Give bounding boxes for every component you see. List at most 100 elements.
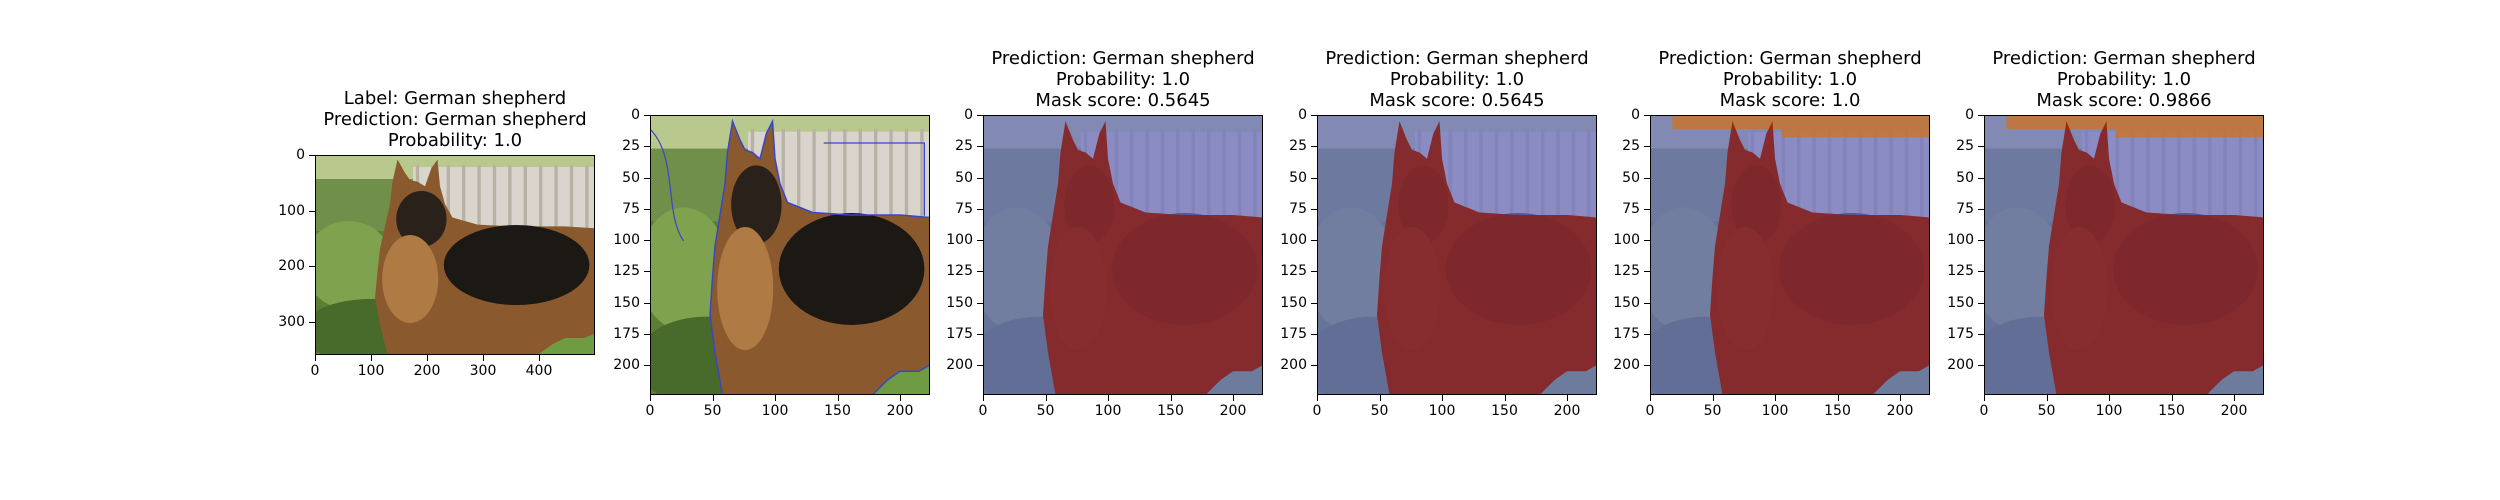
y-tick-label: 125 — [1613, 263, 1640, 280]
x-tick-label: 0 — [645, 403, 655, 419]
x-tick-label: 100 — [2095, 403, 2123, 419]
x-tick-label: 100 — [1094, 403, 1122, 419]
y-tick-label: 75 — [955, 200, 973, 217]
title-line: Probability: 1.0 — [1055, 69, 1191, 90]
title-line: Probability: 1.0 — [387, 130, 523, 151]
y-tick-label: 300 — [278, 313, 305, 330]
x-tick-mark — [983, 395, 984, 401]
mask-top-region — [2006, 115, 2264, 138]
y-tick-label: 150 — [946, 294, 973, 311]
x-tick-label: 150 — [1491, 403, 1518, 419]
y-tick-label: 200 — [1280, 357, 1307, 373]
y-tick-mark — [309, 210, 315, 212]
y-tick-mark — [1978, 302, 1984, 304]
y-tick-mark — [1978, 115, 1984, 116]
y-tick-label: 50 — [955, 169, 973, 186]
y-tick-mark — [1644, 208, 1650, 210]
y-tick-mark — [1311, 333, 1317, 335]
x-tick-mark — [1379, 395, 1381, 401]
y-tick-label: 25 — [955, 138, 973, 155]
mask-dog-region — [1377, 121, 1597, 395]
y-tick-label: 125 — [946, 263, 973, 280]
y-tick-mark — [1644, 333, 1650, 335]
x-tick-mark — [1712, 395, 1714, 401]
x-tick-label: 200 — [1219, 403, 1247, 419]
title-line: Prediction: German shepherd — [1325, 48, 1589, 69]
y-tick-label: 100 — [1947, 232, 1974, 248]
y-tick-mark — [977, 115, 983, 116]
y-tick-label: 175 — [1947, 325, 1974, 342]
title-line: Prediction: German shepherd — [1658, 48, 1922, 69]
y-tick-label: 50 — [1956, 169, 1974, 186]
y-tick-label: 175 — [946, 325, 973, 342]
y-tick-mark — [977, 271, 983, 273]
panel-image — [983, 115, 1263, 395]
panel-image — [1317, 115, 1597, 395]
title-line: Probability: 1.0 — [2056, 69, 2192, 90]
x-tick-mark — [427, 355, 428, 361]
y-tick-mark — [1644, 146, 1650, 148]
x-tick-label: 150 — [1824, 403, 1851, 419]
y-tick-mark — [644, 302, 650, 304]
y-tick-label: 75 — [1956, 200, 1974, 217]
y-tick-mark — [977, 240, 983, 241]
y-tick-label: 75 — [1622, 200, 1640, 217]
y-tick-label: 50 — [1289, 169, 1307, 186]
y-tick-label: 75 — [1289, 200, 1307, 217]
mask-dog-region — [1710, 121, 1930, 395]
y-tick-mark — [1978, 177, 1984, 179]
x-tick-mark — [900, 395, 901, 401]
y-tick-mark — [644, 365, 650, 366]
x-tick-label: 50 — [1370, 403, 1389, 419]
y-tick-label: 25 — [1956, 138, 1974, 155]
y-tick-mark — [1311, 115, 1317, 116]
x-tick-mark — [1837, 395, 1839, 401]
y-tick-label: 0 — [1631, 107, 1640, 123]
x-tick-mark — [2171, 395, 2173, 401]
y-tick-mark — [644, 115, 650, 116]
y-tick-mark — [1311, 302, 1317, 304]
x-tick-mark — [775, 395, 776, 401]
y-tick-label: 200 — [946, 357, 973, 373]
x-tick-mark — [483, 355, 484, 361]
x-tick-mark — [712, 395, 714, 401]
y-tick-label: 200 — [613, 357, 640, 373]
y-tick-mark — [1311, 365, 1317, 366]
axes-frame — [983, 115, 1263, 395]
y-tick-label: 175 — [1613, 325, 1640, 342]
segment-boundary — [650, 128, 685, 242]
x-tick-mark — [650, 395, 651, 401]
y-tick-mark — [977, 146, 983, 148]
y-tick-mark — [644, 146, 650, 148]
y-tick-mark — [1978, 365, 1984, 366]
x-tick-label: 150 — [1157, 403, 1184, 419]
panel-image — [315, 155, 595, 355]
mask-dog-region — [1043, 121, 1263, 395]
x-tick-label: 0 — [310, 363, 320, 379]
x-tick-label: 150 — [824, 403, 851, 419]
x-tick-mark — [371, 355, 372, 361]
photo-layer — [315, 155, 595, 355]
photo-layer — [650, 115, 930, 395]
y-tick-label: 0 — [1965, 107, 1974, 123]
x-tick-label: 100 — [761, 403, 789, 419]
title-line: Prediction: German shepherd — [323, 109, 587, 130]
y-tick-label: 25 — [1622, 138, 1640, 155]
x-tick-mark — [1108, 395, 1109, 401]
x-tick-mark — [1442, 395, 1443, 401]
x-tick-label: 200 — [1553, 403, 1581, 419]
y-tick-label: 200 — [1947, 357, 1974, 373]
y-tick-mark — [977, 177, 983, 179]
x-tick-label: 100 — [1761, 403, 1789, 419]
y-tick-mark — [1644, 115, 1650, 116]
y-tick-label: 100 — [946, 232, 973, 248]
x-tick-label: 0 — [1979, 403, 1989, 419]
y-tick-label: 25 — [1289, 138, 1307, 155]
x-tick-label: 50 — [1703, 403, 1722, 419]
panel-image — [650, 115, 930, 395]
x-tick-label: 200 — [2220, 403, 2248, 419]
x-tick-label: 200 — [886, 403, 914, 419]
panel-title: Label: German shepherd Prediction: German… — [275, 88, 635, 151]
x-tick-mark — [1650, 395, 1651, 401]
y-tick-mark — [1644, 365, 1650, 366]
